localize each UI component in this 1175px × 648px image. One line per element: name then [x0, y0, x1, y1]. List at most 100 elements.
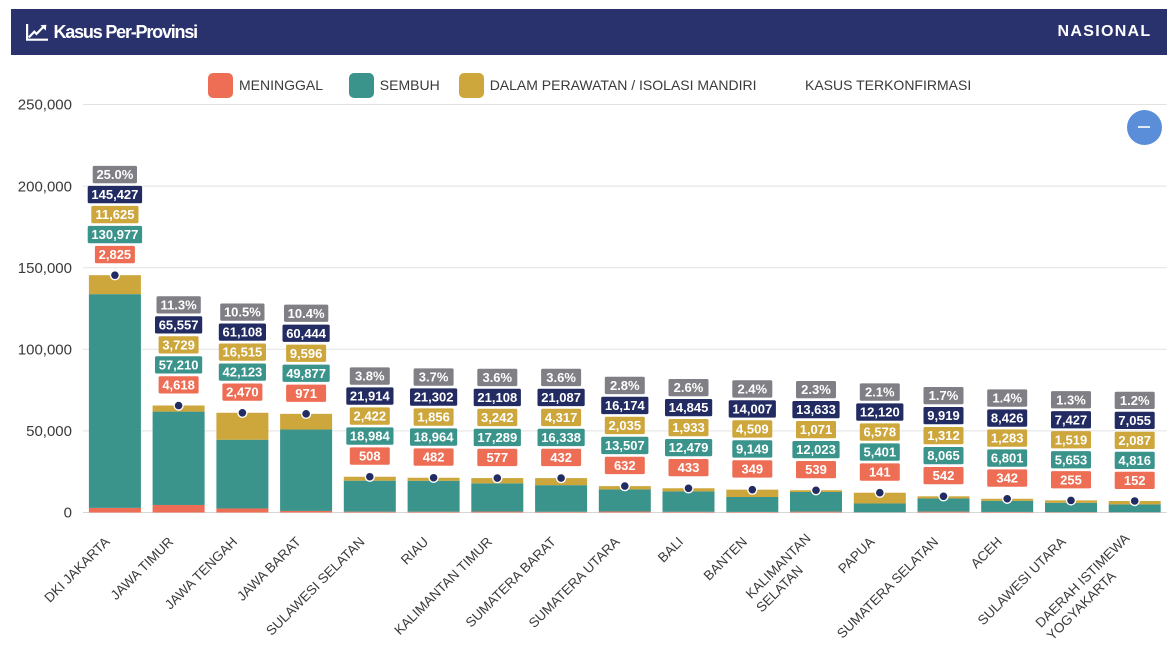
svg-text:2,825: 2,825	[99, 247, 132, 262]
svg-text:542: 542	[933, 468, 955, 483]
svg-text:3,729: 3,729	[162, 337, 195, 352]
svg-text:150,000: 150,000	[18, 260, 72, 277]
svg-text:971: 971	[295, 386, 317, 401]
svg-text:60,444: 60,444	[286, 326, 327, 341]
svg-text:14,845: 14,845	[669, 400, 709, 415]
svg-text:KALIMANTANSELATAN: KALIMANTANSELATAN	[741, 531, 826, 616]
svg-text:3.8%: 3.8%	[355, 369, 385, 384]
svg-text:18,964: 18,964	[414, 430, 455, 445]
svg-text:1.7%: 1.7%	[929, 388, 959, 403]
svg-text:2,422: 2,422	[354, 409, 387, 424]
svg-text:255: 255	[1060, 472, 1082, 487]
svg-text:18,984: 18,984	[350, 429, 391, 444]
svg-text:1,519: 1,519	[1055, 432, 1088, 447]
svg-text:3.6%: 3.6%	[546, 370, 576, 385]
svg-text:0: 0	[64, 505, 72, 522]
svg-text:4,509: 4,509	[736, 422, 769, 437]
svg-text:342: 342	[996, 471, 1018, 486]
svg-text:13,633: 13,633	[796, 402, 836, 417]
svg-text:9,919: 9,919	[927, 408, 960, 423]
svg-text:14,007: 14,007	[732, 402, 772, 417]
svg-text:432: 432	[550, 450, 572, 465]
svg-text:PAPUA: PAPUA	[835, 534, 877, 576]
svg-text:21,914: 21,914	[350, 389, 391, 404]
svg-text:3,242: 3,242	[481, 410, 514, 425]
svg-text:2.8%: 2.8%	[610, 378, 640, 393]
svg-text:1.2%: 1.2%	[1120, 393, 1150, 408]
svg-text:2,087: 2,087	[1118, 433, 1151, 448]
svg-text:2.4%: 2.4%	[737, 382, 767, 397]
svg-text:250,000: 250,000	[18, 97, 72, 114]
svg-text:1,933: 1,933	[672, 420, 705, 435]
svg-text:BANTEN: BANTEN	[701, 534, 750, 583]
svg-text:1,283: 1,283	[991, 431, 1024, 446]
svg-text:482: 482	[423, 450, 445, 465]
svg-text:21,108: 21,108	[477, 390, 517, 405]
svg-text:12,023: 12,023	[796, 442, 836, 457]
svg-text:6,801: 6,801	[991, 451, 1024, 466]
svg-text:JAWA BARAT: JAWA BARAT	[234, 534, 304, 604]
svg-text:130,977: 130,977	[91, 227, 138, 242]
svg-text:632: 632	[614, 458, 636, 473]
svg-text:10.4%: 10.4%	[288, 306, 325, 321]
svg-text:7,427: 7,427	[1055, 412, 1088, 427]
svg-text:2,035: 2,035	[609, 418, 642, 433]
svg-text:508: 508	[359, 449, 381, 464]
svg-text:433: 433	[678, 460, 700, 475]
svg-text:21,087: 21,087	[541, 390, 581, 405]
svg-text:57,210: 57,210	[159, 357, 199, 372]
svg-text:42,123: 42,123	[223, 365, 263, 380]
svg-text:2.1%: 2.1%	[865, 385, 895, 400]
svg-text:4,317: 4,317	[545, 410, 578, 425]
svg-text:6,578: 6,578	[864, 425, 897, 440]
svg-text:16,338: 16,338	[541, 430, 581, 445]
svg-text:141: 141	[869, 465, 891, 480]
svg-text:349: 349	[741, 462, 763, 477]
svg-text:100,000: 100,000	[18, 342, 72, 359]
svg-text:2.6%: 2.6%	[674, 380, 704, 395]
svg-text:1,312: 1,312	[927, 428, 960, 443]
svg-text:3.6%: 3.6%	[482, 370, 512, 385]
svg-text:ACEH: ACEH	[968, 534, 1005, 571]
svg-text:2,470: 2,470	[226, 385, 259, 400]
svg-text:145,427: 145,427	[91, 187, 138, 202]
svg-text:539: 539	[805, 462, 827, 477]
svg-text:16,515: 16,515	[223, 345, 263, 360]
svg-text:13,507: 13,507	[605, 438, 645, 453]
svg-text:2.3%: 2.3%	[801, 382, 831, 397]
svg-text:65,557: 65,557	[159, 317, 199, 332]
svg-text:61,108: 61,108	[223, 325, 263, 340]
svg-text:11.3%: 11.3%	[161, 297, 198, 312]
svg-text:21,302: 21,302	[414, 390, 454, 405]
svg-text:8,426: 8,426	[991, 411, 1024, 426]
svg-text:9,596: 9,596	[290, 346, 323, 361]
svg-text:5,653: 5,653	[1055, 452, 1088, 467]
svg-text:50,000: 50,000	[26, 423, 72, 440]
svg-text:8,065: 8,065	[927, 448, 960, 463]
svg-text:10.5%: 10.5%	[224, 305, 261, 320]
svg-text:17,289: 17,289	[477, 430, 517, 445]
svg-text:3.7%: 3.7%	[419, 370, 449, 385]
svg-text:12,120: 12,120	[860, 405, 900, 420]
svg-text:16,174: 16,174	[605, 398, 646, 413]
svg-text:7,055: 7,055	[1118, 413, 1151, 428]
svg-text:JAWA TIMUR: JAWA TIMUR	[108, 534, 177, 603]
svg-text:BALI: BALI	[655, 534, 686, 565]
svg-text:577: 577	[486, 450, 508, 465]
svg-text:1.4%: 1.4%	[992, 391, 1022, 406]
svg-text:5,401: 5,401	[864, 445, 897, 460]
svg-text:RIAU: RIAU	[398, 534, 431, 567]
svg-text:1,856: 1,856	[417, 410, 450, 425]
svg-text:11,625: 11,625	[95, 207, 134, 222]
svg-text:200,000: 200,000	[18, 178, 72, 195]
svg-text:49,877: 49,877	[286, 366, 326, 381]
svg-text:4,816: 4,816	[1118, 453, 1151, 468]
svg-text:9,149: 9,149	[736, 442, 769, 457]
svg-text:12,479: 12,479	[669, 440, 709, 455]
svg-text:1.3%: 1.3%	[1056, 392, 1086, 407]
svg-text:25.0%: 25.0%	[96, 167, 133, 182]
svg-text:DKI JAKARTA: DKI JAKARTA	[41, 534, 112, 605]
svg-text:1,071: 1,071	[800, 422, 833, 437]
svg-text:4,618: 4,618	[162, 377, 195, 392]
svg-text:152: 152	[1124, 473, 1146, 488]
